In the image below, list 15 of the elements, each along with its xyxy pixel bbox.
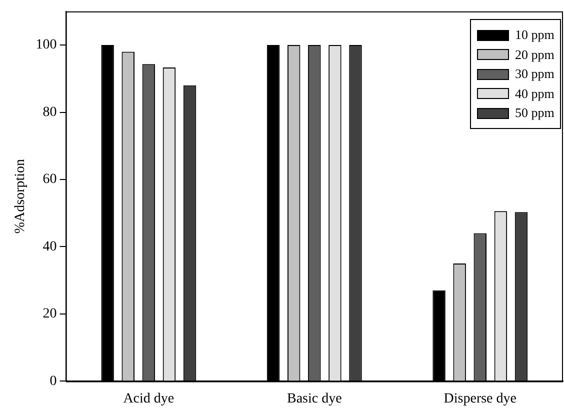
legend-label: 20 ppm bbox=[515, 46, 554, 64]
legend-label: 30 ppm bbox=[515, 65, 554, 84]
y-tick-label: 0 bbox=[50, 374, 57, 389]
y-tick-label: 40 bbox=[42, 239, 57, 254]
x-tick-label: Basic dye bbox=[286, 391, 342, 406]
x-tick-label: Acid dye bbox=[123, 391, 174, 406]
y-tick-label: 80 bbox=[42, 104, 57, 120]
y-tick-label: 60 bbox=[42, 172, 57, 188]
y-axis-title: %Adsorption bbox=[13, 158, 28, 234]
y-tick-label: 20 bbox=[42, 306, 57, 322]
legend-label: 10 ppm bbox=[515, 26, 554, 44]
x-tick-label: Disperse dye bbox=[444, 391, 516, 406]
y-tick-label: 100 bbox=[36, 38, 57, 53]
legend-label: 40 ppm bbox=[515, 84, 554, 103]
legend-label: 50 ppm bbox=[515, 104, 554, 122]
